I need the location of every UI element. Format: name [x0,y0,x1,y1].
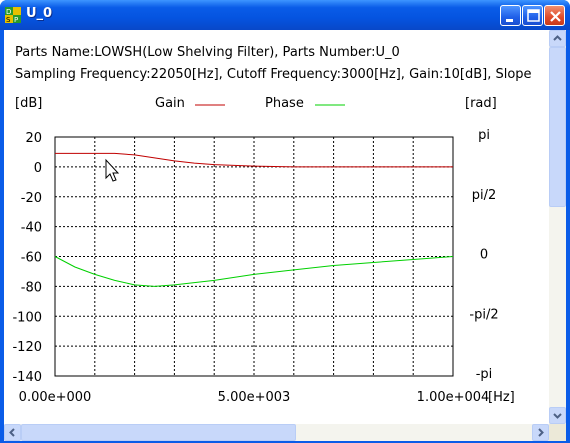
y-right-tick-label: 0 [480,248,488,263]
title-bar[interactable]: D S P U_0 [0,0,570,30]
series-line-phase [54,256,454,287]
svg-text:D: D [6,8,11,16]
right-axis-unit: [rad] [465,96,497,111]
x-tick-label: 5.00e+003 [218,390,291,405]
left-axis-unit: [dB] [15,96,43,111]
legend-gain-label: Gain [155,96,185,111]
scroll-down-button[interactable] [549,407,566,424]
svg-text:S: S [6,16,11,23]
arrow-up-icon [553,35,562,41]
mouse-cursor-icon [105,158,120,182]
x-tick-label: 1.00e+004 [417,390,490,405]
y-right-tick-label: -pi/2 [469,307,498,322]
series-line-gain [55,152,453,168]
y-left-tick-label: 20 [25,131,42,146]
svg-text:P: P [14,16,18,23]
close-icon [550,11,561,22]
y-left-tick-label: -140 [12,370,42,385]
filter-params-line: Sampling Frequency:22050[Hz], Cutoff Fre… [15,67,532,82]
arrow-down-icon [553,413,562,419]
y-left-tick-label: -120 [12,340,42,355]
vertical-scroll-thumb[interactable] [549,47,566,207]
y-right-tick-label: pi [478,128,490,143]
dsp-app-icon: D S P [5,7,21,23]
arrow-left-icon [9,428,15,437]
scroll-up-button[interactable] [549,30,566,47]
client-area [4,30,566,439]
horizontal-scroll-thumb[interactable] [21,424,296,441]
maximize-icon [527,9,540,22]
y-left-tick-label: -100 [12,310,42,325]
scroll-left-button[interactable] [4,424,21,441]
legend-phase-label: Phase [265,96,304,111]
y-left-tick-label: 0 [34,161,42,176]
window-title: U_0 [26,6,53,21]
y-left-tick-label: -80 [21,280,42,295]
close-button[interactable] [544,5,565,26]
y-right-tick-label: -pi [476,367,493,382]
scrollbar-corner [549,424,566,441]
maximize-button[interactable] [522,5,543,26]
x-axis-unit: [Hz] [488,390,515,405]
minimize-button[interactable] [500,5,521,26]
vertical-scrollbar[interactable] [549,30,566,424]
minimize-icon [506,19,513,22]
arrow-right-icon [538,428,544,437]
y-left-tick-label: -40 [21,221,42,236]
x-tick-label: 0.00e+000 [19,390,92,405]
y-left-tick-label: -60 [21,251,42,266]
y-left-tick-label: -20 [21,191,42,206]
scroll-right-button[interactable] [532,424,549,441]
parts-info-line: Parts Name:LOWSH(Low Shelving Filter), P… [15,45,400,60]
horizontal-scrollbar[interactable] [4,424,549,441]
y-right-tick-label: pi/2 [472,188,497,203]
